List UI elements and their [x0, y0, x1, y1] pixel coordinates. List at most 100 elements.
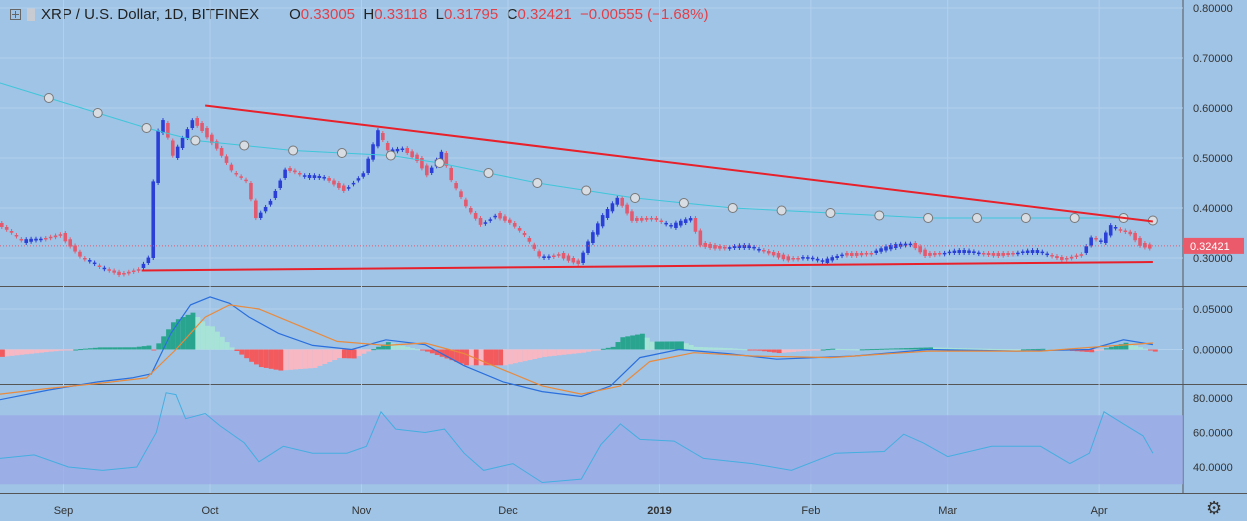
macd-histogram-bar — [674, 341, 680, 350]
macd-signal-line — [0, 304, 1153, 395]
macd-histogram-bar — [762, 349, 767, 352]
candle — [1143, 243, 1147, 248]
rsi-band — [0, 415, 1183, 485]
candle — [244, 179, 248, 182]
macd-histogram-bar — [957, 348, 963, 350]
candle — [122, 273, 126, 275]
macd-histogram-bar — [390, 343, 396, 350]
candle — [439, 151, 444, 160]
time-axis-label: 2019 — [647, 505, 671, 517]
macd-histogram-bar — [322, 349, 328, 364]
candle — [464, 199, 468, 207]
candle — [83, 258, 87, 260]
candle — [1128, 231, 1133, 235]
time-axis-label: Oct — [201, 505, 218, 517]
macd-histogram-bar — [78, 349, 84, 351]
macd-histogram-bar — [1147, 349, 1153, 351]
candle — [195, 118, 199, 126]
candle — [376, 130, 380, 147]
candle — [703, 243, 708, 247]
ma-marker — [288, 145, 299, 156]
candle — [693, 218, 698, 232]
candle — [600, 215, 605, 227]
candle — [180, 137, 185, 148]
macd-histogram-bar — [214, 331, 220, 350]
candle — [556, 254, 561, 256]
macd-histogram-bar — [48, 349, 54, 352]
candle — [1079, 254, 1084, 256]
macd-histogram-bar — [151, 349, 157, 351]
macd-histogram-bar — [854, 349, 860, 351]
settings-gear-icon[interactable]: ⚙ — [1206, 498, 1223, 518]
candle — [595, 223, 600, 235]
macd-histogram-bar — [83, 348, 88, 350]
macd-histogram-bar — [205, 325, 211, 350]
macd-histogram-bar — [766, 349, 772, 352]
macd-histogram-bar — [869, 349, 875, 351]
macd-histogram-bar — [175, 319, 181, 350]
macd-histogram-bar — [254, 349, 259, 365]
ma-marker — [1020, 213, 1031, 223]
ma-marker — [776, 205, 787, 216]
candle — [615, 197, 620, 205]
candle — [239, 176, 243, 178]
candle — [297, 173, 302, 175]
candle — [923, 249, 927, 256]
macd-histogram-bar — [933, 347, 938, 350]
candle — [659, 220, 664, 222]
candle — [346, 187, 351, 189]
macd-histogram-bar — [307, 349, 313, 369]
candle — [302, 175, 307, 177]
candle — [381, 133, 385, 141]
candle — [429, 167, 434, 173]
macd-histogram-bar — [630, 335, 636, 350]
candle — [424, 165, 429, 176]
time-axis-label: Feb — [801, 505, 820, 517]
macd-histogram-bar — [244, 349, 250, 359]
ma-marker — [727, 203, 738, 213]
macd-histogram-bar — [874, 348, 880, 350]
candle — [532, 244, 537, 249]
candle — [840, 254, 844, 257]
macd-histogram-bar — [913, 347, 919, 350]
macd-histogram-bar — [591, 349, 596, 351]
trendline — [141, 261, 1153, 272]
candle — [39, 238, 43, 241]
macd-histogram-bar — [801, 349, 807, 352]
price-tick-label: 0.50000 — [1193, 153, 1233, 165]
candle — [332, 180, 336, 185]
macd-histogram-bar — [503, 349, 509, 366]
candle — [205, 128, 209, 138]
candle — [908, 243, 913, 246]
collapse-icon[interactable] — [10, 9, 21, 20]
macd-histogram-bar — [127, 347, 132, 350]
macd-histogram-bar — [1016, 349, 1021, 351]
candle — [581, 252, 585, 263]
candle — [864, 253, 869, 255]
time-axis-label: Nov — [352, 505, 372, 517]
candle — [810, 257, 815, 260]
macd-histogram-bar — [635, 334, 640, 350]
macd-histogram-bar — [337, 349, 342, 359]
candle — [962, 250, 966, 253]
macd-histogram-bar — [68, 349, 74, 351]
macd-histogram-bar — [293, 349, 298, 370]
candle — [43, 238, 48, 240]
candle — [747, 245, 752, 248]
macd-histogram-bar — [952, 347, 958, 350]
macd-histogram-bar — [122, 347, 128, 350]
macd-histogram-bar — [1006, 349, 1012, 351]
macd-histogram-bar — [478, 349, 484, 366]
candle — [73, 245, 77, 252]
macd-histogram-bar — [991, 348, 997, 350]
candle — [87, 260, 92, 262]
macd-histogram-bar — [351, 349, 357, 359]
macd-histogram-bar — [806, 349, 811, 351]
macd-histogram-bar — [688, 345, 694, 350]
candle — [273, 190, 278, 198]
candle — [214, 141, 219, 149]
macd-histogram-bar — [586, 349, 592, 352]
macd-histogram-bar — [732, 348, 738, 350]
